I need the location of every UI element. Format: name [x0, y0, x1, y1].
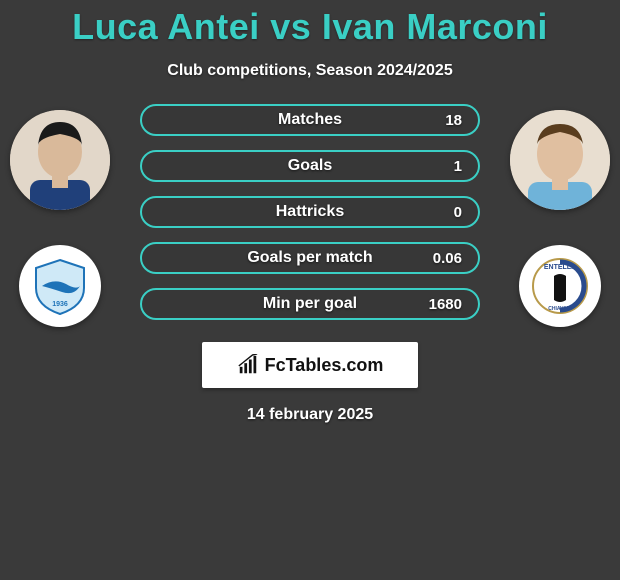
stat-right-value: 1680 — [422, 296, 462, 313]
svg-text:1936: 1936 — [52, 301, 68, 308]
date-label: 14 february 2025 — [0, 406, 620, 424]
content-area: 1936 ENTELLA CHIAVARI Matches 18 Goals — [0, 110, 620, 580]
stat-row: Matches 18 — [140, 104, 480, 136]
chart-icon — [237, 354, 259, 376]
brand-badge: FcTables.com — [202, 342, 418, 388]
stat-right-value: 0.06 — [422, 250, 462, 267]
stat-right-value: 18 — [422, 112, 462, 129]
svg-text:ENTELLA: ENTELLA — [544, 264, 576, 271]
svg-text:CHIAVARI: CHIAVARI — [548, 306, 572, 312]
stat-row: Goals 1 — [140, 150, 480, 182]
player-right-avatar — [510, 110, 610, 210]
subtitle: Club competitions, Season 2024/2025 — [167, 62, 452, 80]
stats-list: Matches 18 Goals 1 Hattricks 0 Goals per… — [140, 104, 480, 320]
stat-right-value: 0 — [422, 204, 462, 221]
comparison-card: Luca Antei vs Ivan Marconi Club competit… — [0, 0, 620, 580]
avatar-placeholder-icon — [10, 110, 110, 210]
stat-row: Goals per match 0.06 — [140, 242, 480, 274]
player-left-club-badge: 1936 — [19, 245, 101, 327]
club-badge-icon: ENTELLA CHIAVARI — [530, 256, 590, 316]
page-title: Luca Antei vs Ivan Marconi — [72, 6, 548, 48]
stat-right-value: 1 — [422, 158, 462, 175]
stat-row: Min per goal 1680 — [140, 288, 480, 320]
stat-row: Hattricks 0 — [140, 196, 480, 228]
avatar-placeholder-icon — [510, 110, 610, 210]
player-right-club-badge: ENTELLA CHIAVARI — [519, 245, 601, 327]
club-badge-icon: 1936 — [30, 256, 90, 316]
brand-text: FcTables.com — [265, 355, 384, 376]
player-left-avatar — [10, 110, 110, 210]
